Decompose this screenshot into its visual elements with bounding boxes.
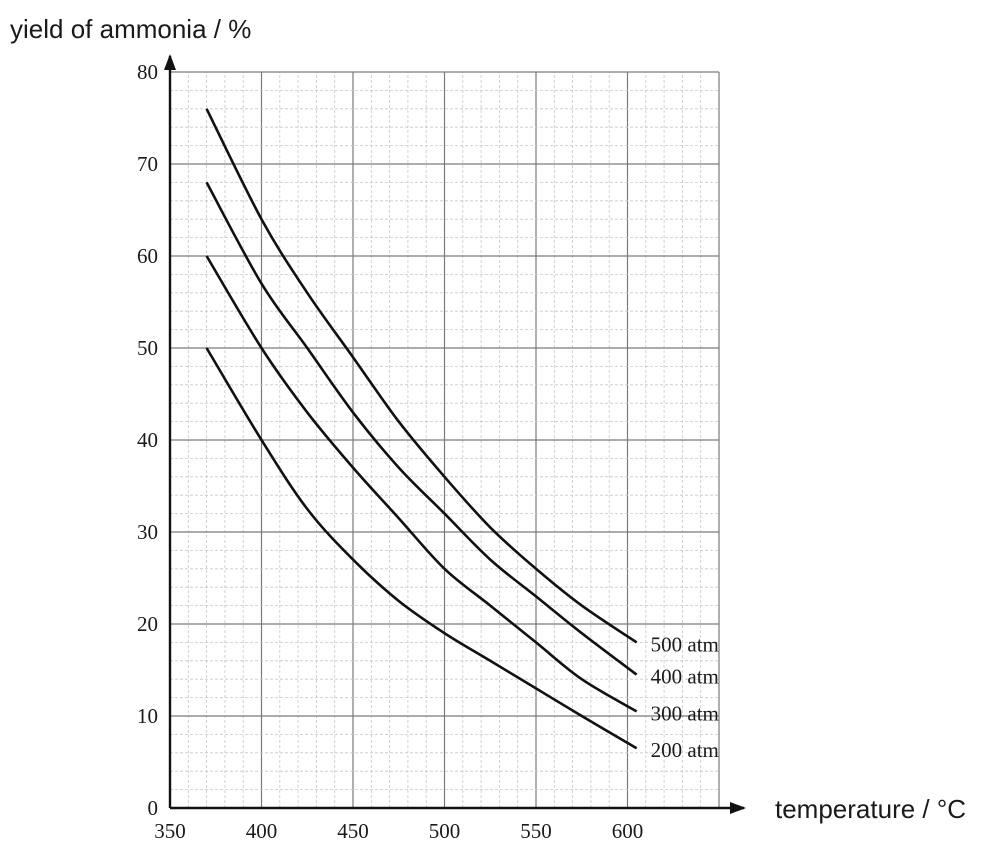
series-line <box>205 181 638 676</box>
axes <box>164 54 746 814</box>
x-tick-label: 500 <box>429 819 461 843</box>
series-labels: 500 atm 400 atm 300 atm 200 atm <box>651 632 719 762</box>
series-label: 200 atm <box>651 738 719 762</box>
y-tick-label: 80 <box>137 60 158 84</box>
series-lines <box>205 108 638 750</box>
y-tick-label: 10 <box>137 704 158 728</box>
y-tick-label: 30 <box>137 520 158 544</box>
series-label: 300 atm <box>651 701 719 725</box>
x-axis-title: temperature / °C <box>775 794 966 824</box>
tick-labels: 350 400 450 500 550 600 0 10 20 30 40 50 60 70 80 <box>137 60 643 843</box>
x-tick-label: 400 <box>246 819 278 843</box>
x-axis-arrow <box>730 802 746 814</box>
grid <box>169 71 720 809</box>
series-line <box>205 347 638 750</box>
y-tick-label: 0 <box>148 796 159 820</box>
x-tick-label: 550 <box>520 819 552 843</box>
series-label: 500 atm <box>651 632 719 656</box>
series-line <box>205 108 638 644</box>
x-tick-label: 600 <box>612 819 644 843</box>
y-tick-label: 20 <box>137 612 158 636</box>
x-tick-label: 350 <box>154 819 186 843</box>
y-axis-title: yield of ammonia / % <box>10 14 251 44</box>
y-tick-label: 50 <box>137 336 158 360</box>
y-axis-arrow <box>164 54 176 70</box>
y-tick-label: 40 <box>137 428 158 452</box>
series-line <box>205 255 638 713</box>
y-tick-label: 70 <box>137 152 158 176</box>
x-tick-label: 450 <box>337 819 369 843</box>
series-label: 400 atm <box>651 665 719 689</box>
y-tick-label: 60 <box>137 244 158 268</box>
